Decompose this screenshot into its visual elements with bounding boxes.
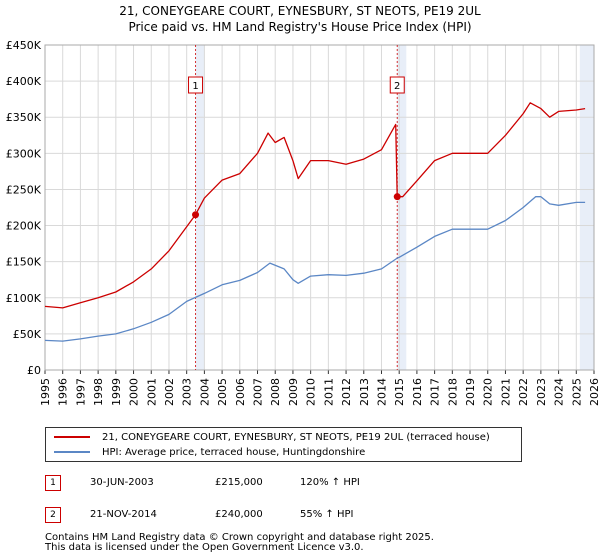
- x-tick-label: 1997: [74, 378, 87, 406]
- legend-label-property: 21, CONEYGEARE COURT, EYNESBURY, ST NEOT…: [102, 431, 490, 443]
- x-tick-label: 2008: [269, 378, 282, 406]
- sale-label-box: [188, 76, 204, 94]
- y-tick-label: £400K: [6, 75, 42, 88]
- y-tick-label: £0: [27, 364, 41, 377]
- x-tick-label: 2003: [181, 378, 194, 406]
- series-line-hpi: [44, 196, 586, 342]
- x-tick-label: 2012: [340, 378, 353, 406]
- sale-price: £215,000: [215, 477, 263, 488]
- x-tick-label: 2001: [145, 378, 158, 406]
- shaded-span: [397, 45, 407, 370]
- x-tick-label: 2026: [588, 378, 600, 406]
- footer-licence: This data is licensed under the Open Gov…: [45, 542, 364, 553]
- sale-point: [192, 211, 200, 219]
- sale-row: 2 21-NOV-2014 £240,000 55% ↑ HPI: [45, 507, 565, 523]
- shaded-span: [579, 45, 594, 370]
- y-tick-label: £150K: [6, 256, 42, 269]
- sale-hpi-change: 120% ↑ HPI: [300, 477, 360, 488]
- sale-hpi-change: 55% ↑ HPI: [300, 509, 354, 520]
- y-tick-label: £200K: [6, 220, 42, 233]
- x-tick-label: 1998: [92, 378, 105, 406]
- sale-price: £240,000: [215, 509, 263, 520]
- y-tick-label: £300K: [6, 147, 42, 160]
- x-tick-label: 2018: [446, 378, 459, 406]
- sale-marker-badge: 2: [45, 507, 61, 523]
- legend-swatch-hpi: [54, 451, 90, 453]
- x-tick-label: 2011: [322, 378, 335, 406]
- chart-title-line-2: Price paid vs. HM Land Registry's House …: [128, 20, 472, 34]
- sale-point: [393, 193, 401, 201]
- footer-copyright: Contains HM Land Registry data © Crown c…: [45, 532, 434, 543]
- x-tick-label: 2021: [499, 378, 512, 406]
- sale-date: 30-JUN-2003: [90, 477, 154, 488]
- sale-marker-badge: 1: [45, 475, 61, 491]
- x-tick-label: 1995: [39, 378, 52, 406]
- x-tick-label: 2023: [535, 378, 548, 406]
- plot-frame: [44, 44, 595, 371]
- x-tick-label: 2016: [411, 378, 424, 406]
- x-tick-label: 2006: [234, 378, 247, 406]
- y-tick-label: £450K: [6, 39, 42, 52]
- sale-label-box: [389, 76, 405, 94]
- y-tick-label: £250K: [6, 183, 42, 196]
- legend-item-hpi: HPI: Average price, terraced house, Hunt…: [54, 445, 365, 459]
- chart-legend: 21, CONEYGEARE COURT, EYNESBURY, ST NEOT…: [45, 427, 522, 462]
- x-tick-label: 2005: [216, 378, 229, 406]
- x-tick-label: 2009: [287, 378, 300, 406]
- x-tick-label: 2025: [570, 378, 583, 406]
- price-chart: £0 £50K £100K £150K £200K £250K £300K £350K £400…: [6, 39, 600, 406]
- legend-item-property: 21, CONEYGEARE COURT, EYNESBURY, ST NEOT…: [54, 430, 490, 444]
- chart-title-line-1: 21, CONEYGEARE COURT, EYNESBURY, ST NEOT…: [119, 4, 481, 18]
- x-tick-label: 2022: [517, 378, 530, 406]
- x-tick-label: 1999: [110, 378, 123, 406]
- x-tick-label: 2000: [128, 378, 141, 406]
- x-tick-label: 2019: [464, 378, 477, 406]
- x-tick-label: 2014: [375, 378, 388, 406]
- legend-swatch-property: [54, 436, 90, 438]
- x-tick-label: 2017: [429, 378, 442, 406]
- x-tick-label: 2013: [358, 378, 371, 406]
- y-tick-label: £100K: [6, 292, 42, 305]
- y-tick-label: £50K: [13, 328, 42, 341]
- legend-label-hpi: HPI: Average price, terraced house, Hunt…: [102, 446, 366, 458]
- series-line-property: [44, 102, 586, 309]
- x-tick-label: 1996: [57, 378, 70, 406]
- x-tick-label: 2024: [553, 378, 566, 406]
- x-tick-label: 2020: [482, 378, 495, 406]
- x-tick-label: 2010: [305, 378, 318, 406]
- sale-label: 2: [394, 81, 400, 92]
- y-tick-label: £350K: [6, 111, 42, 124]
- sale-date: 21-NOV-2014: [90, 509, 157, 520]
- x-tick-label: 2004: [198, 378, 211, 406]
- x-tick-label: 2015: [393, 378, 406, 406]
- sale-label: 1: [192, 81, 198, 92]
- x-tick-label: 2007: [252, 378, 265, 406]
- sale-row: 1 30-JUN-2003 £215,000 120% ↑ HPI: [45, 475, 565, 491]
- x-tick-label: 2002: [163, 378, 176, 406]
